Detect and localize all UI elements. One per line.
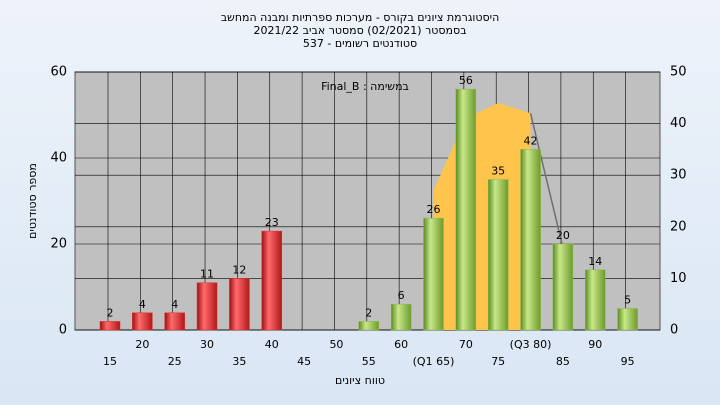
value-label: 4 — [139, 298, 146, 311]
x-tick-label: 85 — [556, 355, 570, 368]
x-axis-title: טווח ציונים — [335, 374, 385, 387]
x-tick-label: 15 — [103, 355, 117, 368]
bar — [261, 230, 282, 331]
bar — [229, 278, 250, 331]
value-label: 4 — [171, 298, 178, 311]
x-tick-label: 35 — [232, 355, 246, 368]
x-tick-label: 55 — [362, 355, 376, 368]
y2-tick-label: 10 — [670, 271, 687, 286]
subtitle: סטודנטים רשומים - 537 — [303, 37, 417, 50]
bar — [164, 312, 185, 331]
x-tick-label: 50 — [329, 338, 343, 351]
value-label: 14 — [588, 255, 602, 268]
value-label: 2 — [365, 306, 372, 319]
value-label: 6 — [398, 289, 405, 302]
x-tick-label: 75 — [491, 355, 505, 368]
value-label: 5 — [624, 294, 631, 307]
value-label: 56 — [459, 74, 473, 87]
x-tick-label: 95 — [621, 355, 635, 368]
y-tick-label: 0 — [59, 323, 67, 338]
bar — [390, 303, 412, 331]
y2-tick-label: 50 — [670, 65, 687, 80]
bar — [585, 269, 606, 331]
y2-tick-label: 20 — [670, 219, 687, 234]
bar — [423, 217, 444, 331]
x-tick-label: 30 — [200, 338, 214, 351]
x-tick-label: 20 — [135, 338, 149, 351]
x-tick-label: 25 — [168, 355, 182, 368]
x-tick-label: (Q3 80) — [510, 338, 552, 351]
value-label: 11 — [200, 268, 214, 281]
y-axis-title: מספר סטודנטים — [26, 163, 39, 239]
y2-tick-label: 0 — [670, 323, 678, 338]
bar — [487, 179, 509, 331]
value-label: 35 — [491, 165, 505, 178]
y-tick-label: 20 — [50, 237, 67, 252]
value-label: 26 — [427, 203, 441, 216]
y2-tick-label: 30 — [670, 168, 687, 183]
line — [529, 113, 564, 248]
bar — [358, 321, 380, 331]
x-tick-label: 45 — [297, 355, 311, 368]
bar — [455, 88, 477, 331]
legend-text: Final_B : במשימה — [321, 80, 409, 93]
bar — [617, 308, 638, 331]
y-tick-label: 40 — [50, 151, 67, 166]
y-tick-label: 60 — [50, 65, 67, 80]
x-tick-label: 40 — [265, 338, 279, 351]
bar — [196, 282, 218, 331]
value-label: 20 — [556, 229, 570, 242]
value-label: 42 — [524, 134, 538, 147]
x-tick-label: 90 — [588, 338, 602, 351]
x-tick-label: (Q1 65) — [413, 355, 455, 368]
subtitle: בסמסטר (02/2021) סמסטר אביב 2021/22 — [253, 24, 466, 37]
bar — [132, 312, 153, 331]
bar — [99, 321, 121, 331]
bar — [552, 243, 574, 331]
bar — [520, 149, 541, 331]
value-label: 2 — [107, 306, 114, 319]
y2-tick-label: 40 — [670, 116, 687, 131]
x-tick-label: 60 — [394, 338, 408, 351]
title: היסטוגרמת ציונים בקורס - מערכות ספרתיות … — [221, 11, 500, 24]
value-label: 23 — [265, 216, 279, 229]
value-label: 12 — [232, 263, 246, 276]
x-tick-label: 70 — [459, 338, 473, 351]
